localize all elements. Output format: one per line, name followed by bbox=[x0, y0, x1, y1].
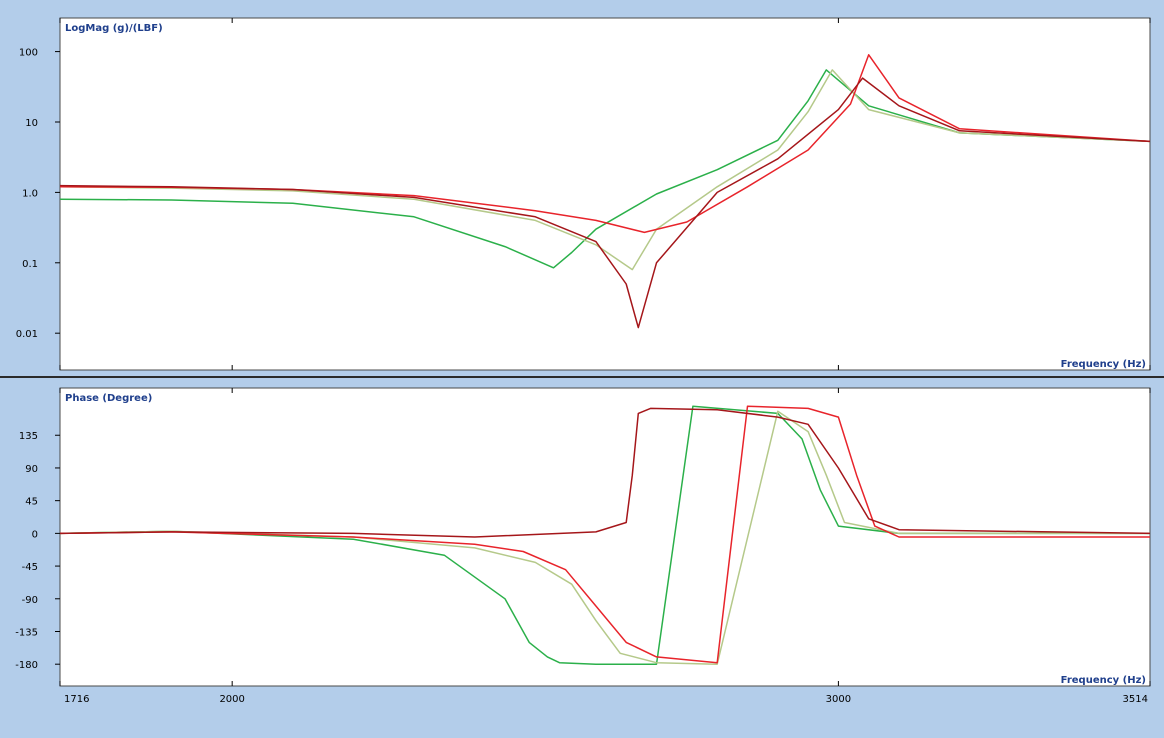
phase-series-line-1 bbox=[59, 405, 1150, 665]
magnitude-panel: LogMag (g)/(LBF) Frequency (Hz) 0.01 0.1 1… bbox=[16, 17, 1151, 371]
phase-series-group bbox=[59, 405, 1151, 665]
magnitude-series-line-1 bbox=[59, 69, 1151, 269]
magnitude-ytick-label: 0.01 bbox=[16, 329, 38, 340]
phase-panel-title: Phase (Degree) bbox=[65, 393, 152, 404]
phase-ytick-label: 90 bbox=[25, 464, 38, 475]
x-tick-label: 3514 bbox=[1123, 694, 1148, 705]
magnitude-series-group bbox=[59, 54, 1151, 329]
phase-y-ticks: -180 -135 -90 -45 0 45 90 135 bbox=[15, 431, 60, 671]
magnitude-ytick-label: 1.0 bbox=[22, 188, 38, 199]
phase-ytick-label: 135 bbox=[19, 431, 38, 442]
magnitude-x-axis-label: Frequency (Hz) bbox=[1061, 359, 1146, 370]
x-tick-label: 1716 bbox=[64, 694, 89, 705]
magnitude-series-line-4 bbox=[59, 77, 1151, 329]
magnitude-plot-area bbox=[59, 17, 1151, 371]
phase-ytick-label: 45 bbox=[25, 497, 38, 508]
phase-series-line-4 bbox=[59, 407, 1151, 538]
phase-x-axis-label: Frequency (Hz) bbox=[1061, 675, 1146, 686]
magnitude-ytick-label: 100 bbox=[19, 48, 38, 59]
magnitude-x-ticks bbox=[59, 18, 1151, 370]
phase-x-ticks: 1716 2000 3000 3514 bbox=[59, 388, 1151, 705]
phase-series-line-2 bbox=[59, 410, 1150, 665]
x-tick-label: 2000 bbox=[219, 694, 244, 705]
phase-ytick-label: -135 bbox=[15, 627, 38, 638]
magnitude-panel-title: LogMag (g)/(LBF) bbox=[65, 23, 163, 34]
phase-panel: Phase (Degree) Frequency (Hz) -180 -135 -9… bbox=[15, 387, 1151, 705]
phase-series-line-3 bbox=[59, 405, 1150, 664]
magnitude-y-ticks: 0.01 0.1 1.0 10 100 bbox=[16, 48, 60, 340]
phase-ytick-label: -45 bbox=[22, 562, 38, 573]
phase-ytick-label: -180 bbox=[15, 660, 38, 671]
magnitude-ytick-label: 0.1 bbox=[22, 259, 38, 270]
magnitude-ytick-label: 10 bbox=[25, 118, 38, 129]
phase-ytick-label: 0 bbox=[32, 529, 38, 540]
phase-ytick-label: -90 bbox=[22, 595, 38, 606]
x-tick-label: 3000 bbox=[826, 694, 851, 705]
